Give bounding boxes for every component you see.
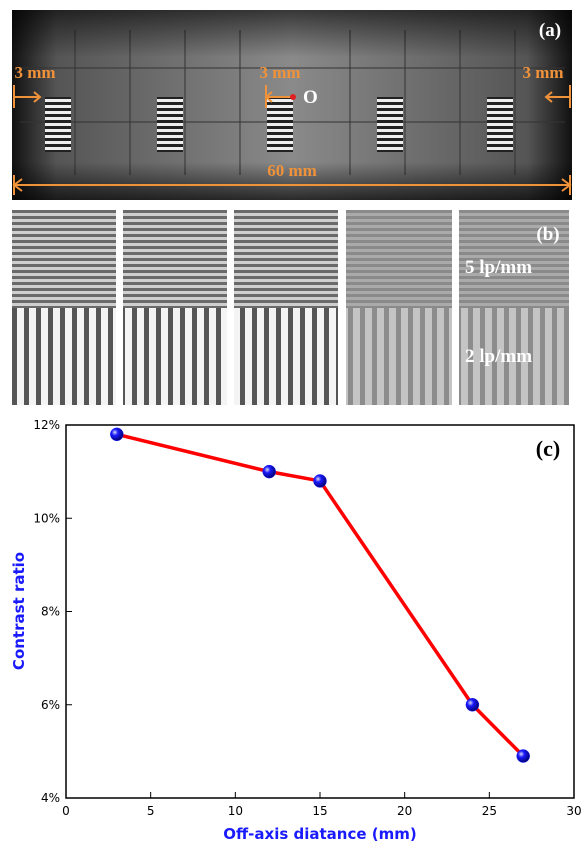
annotation: 3 mm <box>522 63 563 82</box>
y-tick-label: 4% <box>41 791 60 805</box>
y-tick-label: 10% <box>33 511 60 525</box>
annotation: 5 lp/mm <box>465 257 532 278</box>
panel-label: (c) <box>536 436 560 461</box>
data-point <box>465 698 480 712</box>
panel-c: (c) Off-axis diatance (mm) Contrast rati… <box>10 418 582 843</box>
y-axis-label: Contrast ratio <box>10 552 28 670</box>
x-tick-label: 25 <box>482 804 497 818</box>
x-axis-label: Off-axis diatance (mm) <box>223 825 416 843</box>
y-tick-label: 12% <box>33 418 60 432</box>
panel-label: (b) <box>536 224 559 245</box>
panel-label: (a) <box>539 20 561 41</box>
data-point <box>516 749 530 763</box>
annotation: 3 mm <box>259 63 300 82</box>
x-tick-label: 0 <box>62 804 70 818</box>
annotation: O <box>303 87 318 108</box>
annotation: 3 mm <box>14 63 55 82</box>
data-point <box>110 427 124 442</box>
x-tick-label: 20 <box>397 804 412 818</box>
annotation: 2 lp/mm <box>465 346 532 367</box>
panel-a: (a) 3 mm 3 mm 3 mm 60 mm O <box>12 10 572 200</box>
y-tick-label: 6% <box>41 698 60 712</box>
data-point <box>313 474 327 488</box>
data-point <box>262 464 276 479</box>
x-tick-label: 30 <box>566 804 581 818</box>
x-tick-label: 5 <box>147 804 155 818</box>
x-tick-label: 10 <box>228 804 243 818</box>
y-tick-label: 8% <box>41 605 60 619</box>
annotation: 60 mm <box>267 161 317 180</box>
panel-b: (b) 5 lp/mm 2 lp/mm <box>12 210 569 405</box>
x-tick-label: 15 <box>312 804 327 818</box>
